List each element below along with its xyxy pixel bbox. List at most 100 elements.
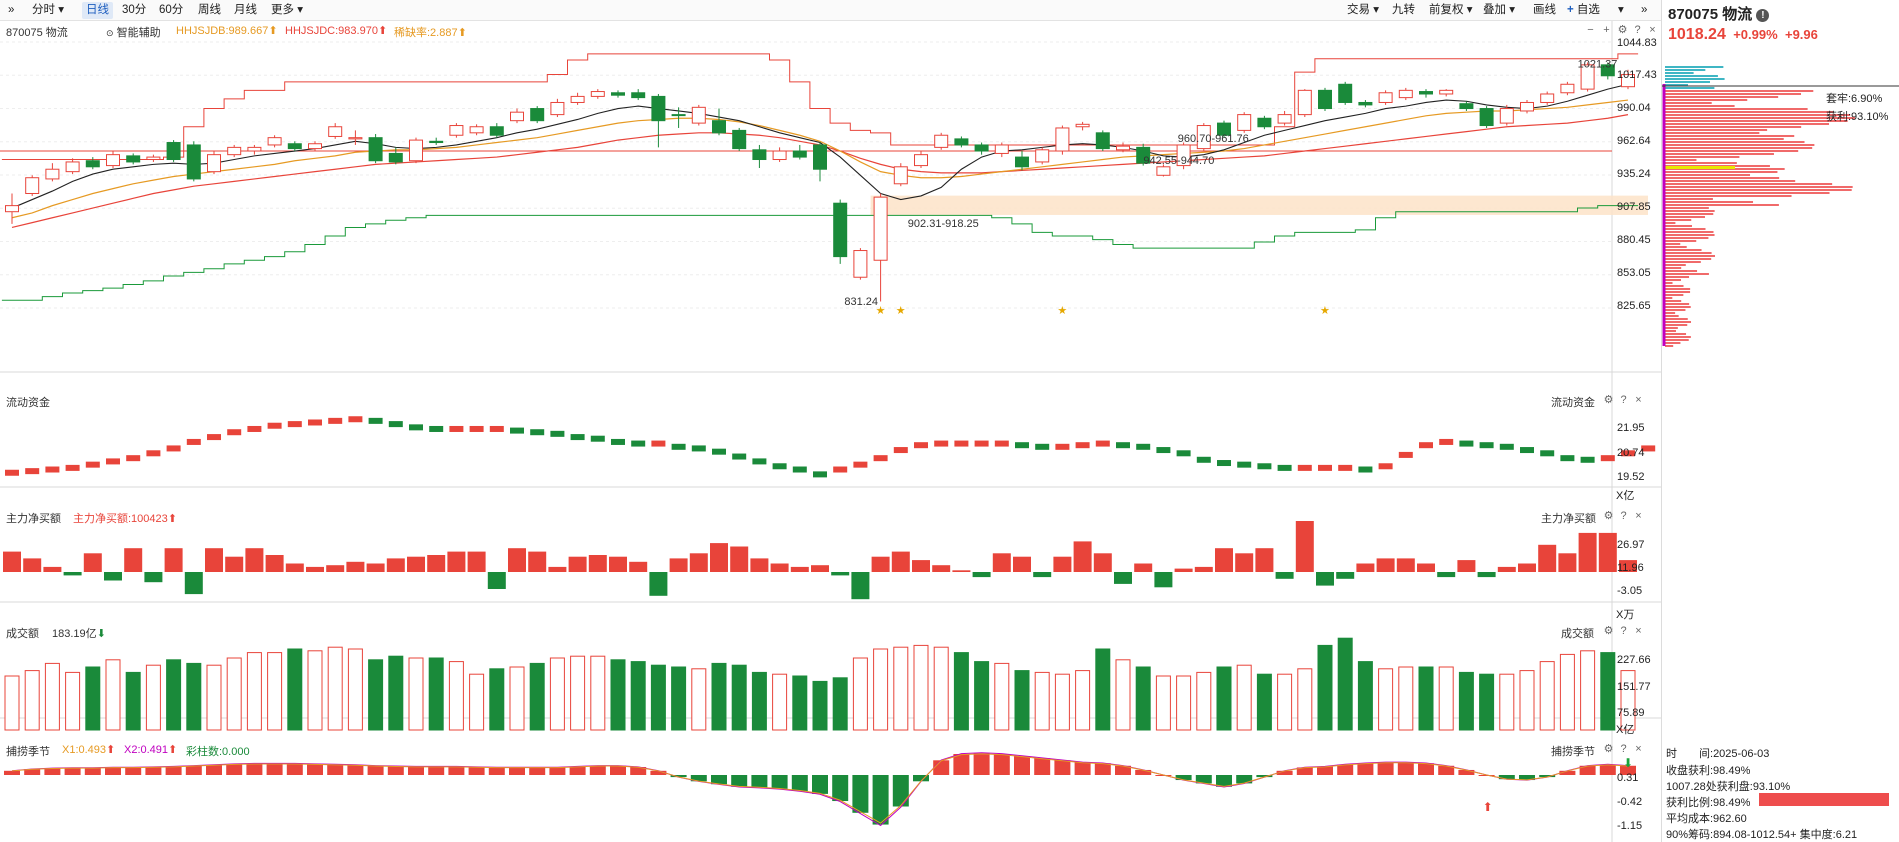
net-buy-bar xyxy=(1013,556,1031,572)
fund-axis-tick: 19.52 xyxy=(1617,471,1645,483)
season-settings-icon[interactable]: ⚙ xyxy=(1603,743,1614,755)
info-profit-ratio: 获利比例:98.49% xyxy=(1666,797,1751,809)
volume-bar xyxy=(1095,648,1111,731)
panel-minus-icon[interactable]: − xyxy=(1587,24,1594,36)
chip-bar xyxy=(1665,270,1698,272)
toolbar-right-3[interactable]: 叠加 ▾ xyxy=(1479,2,1519,19)
season-bar xyxy=(1216,775,1232,787)
period-tab-5[interactable]: 月线 xyxy=(230,2,261,19)
netbuy-settings-icon[interactable]: ⚙ xyxy=(1603,510,1614,522)
season-bar xyxy=(488,767,505,775)
volume-bar xyxy=(1176,675,1192,731)
candle-body xyxy=(388,152,403,163)
chip-bar xyxy=(1665,120,1848,122)
net-buy-bar xyxy=(1578,532,1597,572)
watchlist-dropdown-icon[interactable]: ▾ xyxy=(1618,4,1624,16)
chip-bar xyxy=(1665,102,1712,104)
fund-flow-bar xyxy=(1580,456,1595,463)
volume-bar xyxy=(1438,666,1454,731)
fund-flow-bar xyxy=(1116,442,1130,449)
candle-body xyxy=(1095,132,1110,150)
info-icon[interactable]: ! xyxy=(1756,9,1770,22)
fund-flow-bar xyxy=(1136,443,1151,450)
chip-bar xyxy=(1665,237,1709,239)
volume-bar xyxy=(1135,666,1151,731)
chip-bar xyxy=(1665,87,1715,89)
collapse-right-icon[interactable]: » xyxy=(1641,4,1648,16)
volume-bar xyxy=(1216,666,1232,731)
volume-bar xyxy=(1297,668,1313,731)
fund-settings-icon[interactable]: ⚙ xyxy=(1603,394,1614,406)
watchlist-button[interactable]: + 自选 xyxy=(1563,2,1604,19)
season-help-icon[interactable]: ? xyxy=(1620,743,1627,755)
chip-bar xyxy=(1665,135,1795,137)
netbuy-help-icon[interactable]: ? xyxy=(1620,510,1627,522)
chart-area[interactable]: 1021.37 960.70-961.76 942.55-944.70 902.31-… xyxy=(0,21,1661,842)
indicator-hhjsjdb: HHJSJDB:989.667⬆ xyxy=(176,25,278,37)
net-buy-bar xyxy=(1134,563,1153,572)
info-chip-range: 90%筹码:894.08-1012.54+ 集中度:6.21 xyxy=(1666,829,1858,841)
toolbar-right-4[interactable]: 画线 xyxy=(1529,2,1560,19)
chip-distribution-chart xyxy=(1662,66,1899,347)
fund-close-icon[interactable]: × xyxy=(1635,394,1642,406)
period-tab-4[interactable]: 周线 xyxy=(194,2,225,19)
volume-bar xyxy=(1034,671,1050,731)
chip-bar xyxy=(1665,276,1690,278)
dropdown-arrow-icon: ▾ xyxy=(55,4,64,16)
chip-bar xyxy=(1665,207,1709,209)
season-bar xyxy=(589,765,606,775)
price-annotation: 942.55-944.70 xyxy=(1143,155,1214,167)
volume-bar xyxy=(24,670,40,731)
season-bar xyxy=(1317,766,1333,775)
smart-assist-toggle[interactable]: ⊙ 智能辅助 xyxy=(106,24,161,40)
chip-bar xyxy=(1665,315,1679,317)
candle-body xyxy=(85,160,100,168)
candle-body xyxy=(267,137,282,146)
period-tab-2[interactable]: 30分 xyxy=(118,2,150,19)
period-tab-6[interactable]: 更多 ▾ xyxy=(267,2,307,19)
toolbar-right-1[interactable]: 九转 xyxy=(1388,2,1419,19)
fund-help-icon[interactable]: ? xyxy=(1620,394,1627,406)
netbuy-close-icon[interactable]: × xyxy=(1635,510,1642,522)
fund-flow-bar xyxy=(1015,442,1029,449)
season-bar xyxy=(650,770,667,775)
help-icon[interactable]: ? xyxy=(1634,24,1641,36)
candle-body xyxy=(1560,83,1575,94)
period-tab-3[interactable]: 60分 xyxy=(155,2,187,19)
chip-bar xyxy=(1665,162,1737,164)
assist-dropdown-icon: ⊙ xyxy=(106,28,114,38)
toolbar-right-2[interactable]: 前复权 ▾ xyxy=(1425,2,1476,19)
volume-bar xyxy=(751,671,767,731)
volume-bar xyxy=(368,659,384,731)
plus-icon: + xyxy=(1567,4,1574,16)
volume-settings-icon[interactable]: ⚙ xyxy=(1603,625,1614,637)
volume-help-icon[interactable]: ? xyxy=(1620,625,1627,637)
volume-bar xyxy=(287,648,303,731)
close-icon[interactable]: × xyxy=(1649,24,1656,36)
toolbar-right-label: 九转 xyxy=(1392,4,1415,16)
fund-flow-bar xyxy=(590,435,605,442)
volume-bar xyxy=(610,659,626,731)
chip-bar xyxy=(1665,327,1678,329)
season-close-icon[interactable]: × xyxy=(1635,743,1642,755)
season-bar xyxy=(4,770,20,775)
volume-close-icon[interactable]: × xyxy=(1635,625,1642,637)
candle-body xyxy=(792,150,807,158)
season-x2: X2:0.491⬆ xyxy=(124,744,178,756)
chart-canvas[interactable]: 1021.37 960.70-961.76 942.55-944.70 902.31-… xyxy=(0,21,1661,842)
settings-gear-icon[interactable]: ⚙ xyxy=(1617,24,1628,36)
chip-bar xyxy=(1665,345,1674,347)
toolbar-right-0[interactable]: 交易 ▾ xyxy=(1343,2,1383,19)
period-tab-0[interactable]: 分时 ▾ xyxy=(28,2,68,19)
season-bar xyxy=(751,775,768,788)
chip-bar xyxy=(1665,96,1779,98)
panel-plus-icon[interactable]: + xyxy=(1603,24,1610,36)
fund-flow-bar xyxy=(813,471,827,478)
chip-bar xyxy=(1665,147,1813,149)
fund-flow-bar xyxy=(5,469,19,476)
expand-left-icon[interactable]: » xyxy=(8,4,15,16)
period-tab-1[interactable]: 日线 xyxy=(82,2,113,19)
volume-bar xyxy=(509,666,525,731)
chip-bar xyxy=(1665,234,1715,236)
season-bar xyxy=(1175,775,1192,781)
